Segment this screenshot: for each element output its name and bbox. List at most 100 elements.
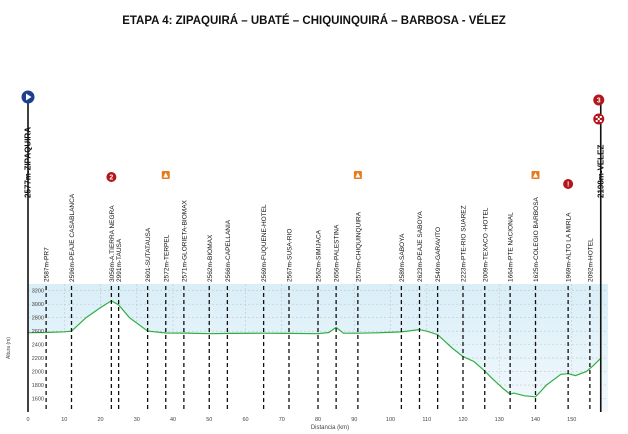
warning-icon bbox=[563, 179, 574, 189]
start-arrow bbox=[26, 93, 32, 101]
marker-label: 2589m-SABOYA bbox=[399, 233, 406, 282]
y-tick-label: 2800 bbox=[32, 316, 44, 322]
profile-point bbox=[437, 334, 438, 335]
x-tick-label: 90 bbox=[351, 417, 357, 423]
marker-label: 2223m-PTE-RIO SUAREZ bbox=[461, 205, 468, 282]
checker-square bbox=[595, 120, 598, 122]
profile-point bbox=[118, 304, 119, 306]
marker-label: 2587m-PR7 bbox=[44, 247, 51, 282]
x-tick-label: 50 bbox=[206, 417, 212, 423]
profile-point bbox=[230, 333, 232, 334]
location-markers: 2577m-ZIPAQUIRA 2587m-PR7 2596m-PEAJE CASA… bbox=[24, 100, 605, 412]
sprint-glyph bbox=[163, 172, 169, 178]
x-tick-label: 20 bbox=[97, 417, 103, 423]
profile-point bbox=[187, 332, 188, 334]
marker-label: 2092m-HOTEL bbox=[587, 238, 594, 282]
chart-title: ETAPA 4: ZIPAQUIRÁ – UBATÉ – CHIQUINQUIR… bbox=[122, 14, 506, 27]
profile-point bbox=[129, 317, 130, 318]
x-tick-label: 40 bbox=[170, 417, 176, 423]
profile-point bbox=[335, 327, 337, 328]
profile-point bbox=[491, 378, 493, 379]
sprint-glyph bbox=[355, 172, 361, 178]
marker-label: 1664m-PTE NACIONAL bbox=[508, 212, 515, 282]
profile-point bbox=[585, 371, 587, 372]
x-tick-label: 60 bbox=[242, 417, 248, 423]
profile-point bbox=[560, 373, 562, 375]
marker-label: 2656m-PALESTINA bbox=[334, 224, 341, 282]
y-tick-label: 2200 bbox=[32, 356, 44, 362]
y-tick-label: 1600 bbox=[32, 397, 44, 403]
profile-point bbox=[451, 347, 453, 349]
x-tick-label: 120 bbox=[458, 417, 467, 423]
marker-label: 2009m-TEXACO -HOTEL bbox=[482, 207, 489, 282]
marker-label: 2198m-VELEZ bbox=[596, 145, 605, 198]
profile-area-fill bbox=[28, 300, 601, 412]
profile-point bbox=[357, 332, 359, 334]
profile-point bbox=[538, 392, 540, 394]
x-tick-label: 10 bbox=[61, 417, 67, 423]
profile-point bbox=[85, 317, 87, 318]
marker-label: 1969m-ALTO LA MIRLA bbox=[566, 212, 573, 282]
x-axis-label: Distancia (km) bbox=[311, 425, 349, 431]
y-axis-label: Altura (m) bbox=[6, 337, 12, 359]
profile-point bbox=[317, 333, 319, 335]
profile-point bbox=[45, 332, 47, 333]
marker-label: 2572m-TERPEL bbox=[163, 234, 170, 282]
marker-label: 2567m-SUSA-RIO bbox=[287, 229, 294, 282]
y-tick-label: 2400 bbox=[32, 343, 44, 349]
checker-square bbox=[595, 116, 598, 118]
axis-ticks: 1600 1800 2000 2200 2400 2600 2800 3000 3200 0 10 2… bbox=[26, 289, 576, 423]
x-tick-label: 140 bbox=[531, 417, 540, 423]
checker-square bbox=[597, 118, 600, 120]
x-tick-label: 0 bbox=[26, 417, 29, 423]
marker-label: 2549m-GARAVITO bbox=[435, 227, 442, 282]
profile-point bbox=[343, 332, 344, 334]
x-tick-label: 150 bbox=[567, 417, 576, 423]
climb-category-text: 3 bbox=[597, 98, 601, 105]
x-tick-label: 110 bbox=[422, 417, 431, 423]
y-tick-label: 3000 bbox=[32, 302, 44, 308]
profile-point bbox=[524, 395, 525, 397]
profile-point bbox=[288, 333, 290, 334]
profile-point bbox=[63, 331, 65, 333]
marker-label: 2562m-BIOMAX bbox=[207, 234, 214, 282]
y-tick-label: 1800 bbox=[32, 383, 44, 389]
y-tick-label: 2000 bbox=[32, 370, 44, 376]
y-tick-label: 2600 bbox=[32, 329, 44, 335]
marker-label: 1625m-COLEGIO BARBOSA bbox=[533, 196, 540, 282]
x-tick-label: 130 bbox=[495, 417, 504, 423]
profile-point bbox=[426, 330, 428, 332]
marker-label: 2596m-PEAJE CASABLANCA bbox=[69, 193, 76, 282]
profile-point bbox=[165, 332, 167, 334]
x-tick-label: 30 bbox=[134, 417, 140, 423]
profile-point bbox=[502, 388, 504, 389]
climb-category-icon bbox=[593, 94, 605, 106]
checker-square bbox=[599, 116, 602, 118]
profile-point bbox=[546, 384, 547, 386]
profile-point bbox=[100, 307, 101, 308]
marker-label: 2991m-TAUSA bbox=[116, 238, 123, 282]
profile-point bbox=[575, 375, 576, 376]
profile-point bbox=[593, 365, 594, 366]
marker-label: 2601-SUTATAUSA bbox=[145, 227, 152, 282]
marker-label: 3056m-A.TIERRA NEGRA bbox=[109, 205, 116, 282]
warning-icon-text: ! bbox=[567, 182, 569, 189]
sprint-glyph bbox=[533, 172, 538, 178]
checker-square bbox=[599, 120, 602, 122]
profile-point bbox=[473, 361, 475, 362]
x-tick-label: 80 bbox=[315, 417, 321, 423]
profile-point bbox=[263, 332, 264, 334]
marker-label: 2623m-PEAJE SABOYA bbox=[417, 211, 424, 282]
marker-label: 2569m-FUQUENE-HOTEL bbox=[261, 204, 268, 282]
x-tick-label: 100 bbox=[386, 417, 395, 423]
marker-label: 2570m-CHIQUINQUIRA bbox=[355, 211, 362, 282]
marker-label: 2577m-ZIPAQUIRA bbox=[24, 127, 33, 198]
x-tick-label: 70 bbox=[279, 417, 285, 423]
marker-label: 2571m-GLORIETA-BIOMAX bbox=[181, 199, 188, 282]
profile-line bbox=[27, 300, 602, 398]
y-tick-label: 3200 bbox=[32, 289, 44, 295]
mountain-climb-icon-text: 2 bbox=[109, 175, 113, 182]
marker-label: 2562m-SIMIJACA bbox=[316, 229, 323, 282]
